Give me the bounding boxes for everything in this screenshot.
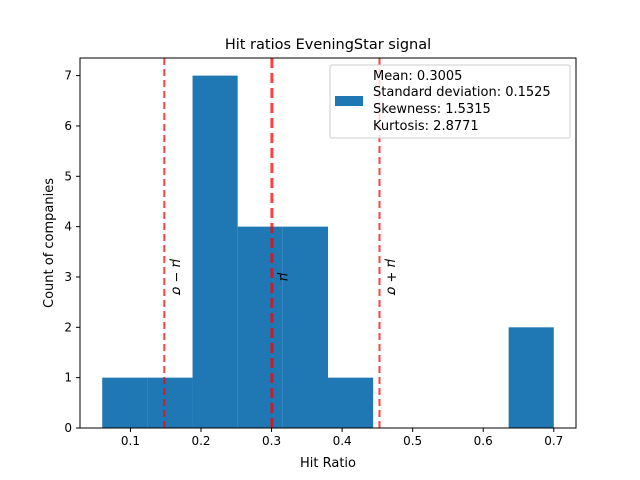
legend-swatch (335, 96, 363, 106)
x-tick-label: 0.5 (403, 434, 422, 448)
x-tick-label: 0.3 (262, 434, 281, 448)
histogram-bar (147, 377, 193, 428)
y-tick-label: 6 (64, 119, 72, 133)
y-tick-label: 7 (64, 69, 72, 83)
chart-title: Hit ratios EveningStar signal (225, 37, 431, 53)
x-tick-label: 0.4 (333, 434, 352, 448)
reference-line-label: μ + σ (384, 258, 399, 295)
y-tick-label: 1 (64, 371, 72, 385)
legend: Mean: 0.3005 Standard deviation: 0.1525 … (329, 64, 571, 139)
x-tick-label: 0.6 (474, 434, 493, 448)
legend-box (329, 64, 571, 139)
x-axis-label: Hit Ratio (300, 456, 356, 471)
x-tick-label: 0.2 (191, 434, 210, 448)
reference-line-label: μ (276, 272, 291, 281)
legend-entry: Standard deviation: 0.1525 (373, 85, 551, 100)
histogram-bar (282, 226, 328, 428)
y-axis-ticks: 0 1 2 3 4 5 6 7 (64, 69, 80, 435)
legend-entry: Kurtosis: 2.8771 (373, 119, 479, 134)
bars-group (102, 75, 554, 428)
histogram-bar (102, 377, 148, 428)
histogram-bar (237, 226, 283, 428)
legend-entry: Mean: 0.3005 (373, 69, 462, 84)
legend-entry: Skewness: 1.5315 (373, 102, 491, 117)
y-tick-label: 4 (64, 220, 72, 234)
y-axis-label: Count of companies (42, 178, 57, 308)
y-tick-label: 3 (64, 270, 72, 284)
plot-frame (79, 57, 577, 429)
histogram-bar (508, 327, 554, 428)
y-tick-label: 2 (64, 320, 72, 334)
x-axis-ticks: 0.1 0.2 0.3 0.4 0.5 0.6 0.7 (121, 428, 563, 448)
reference-line-label: μ − σ (168, 258, 183, 295)
histogram-bar (192, 75, 238, 428)
histogram-bar (328, 377, 374, 428)
y-tick-label: 0 (64, 421, 72, 435)
x-tick-label: 0.7 (544, 434, 563, 448)
x-tick-label: 0.1 (121, 434, 140, 448)
y-tick-label: 5 (64, 169, 72, 183)
